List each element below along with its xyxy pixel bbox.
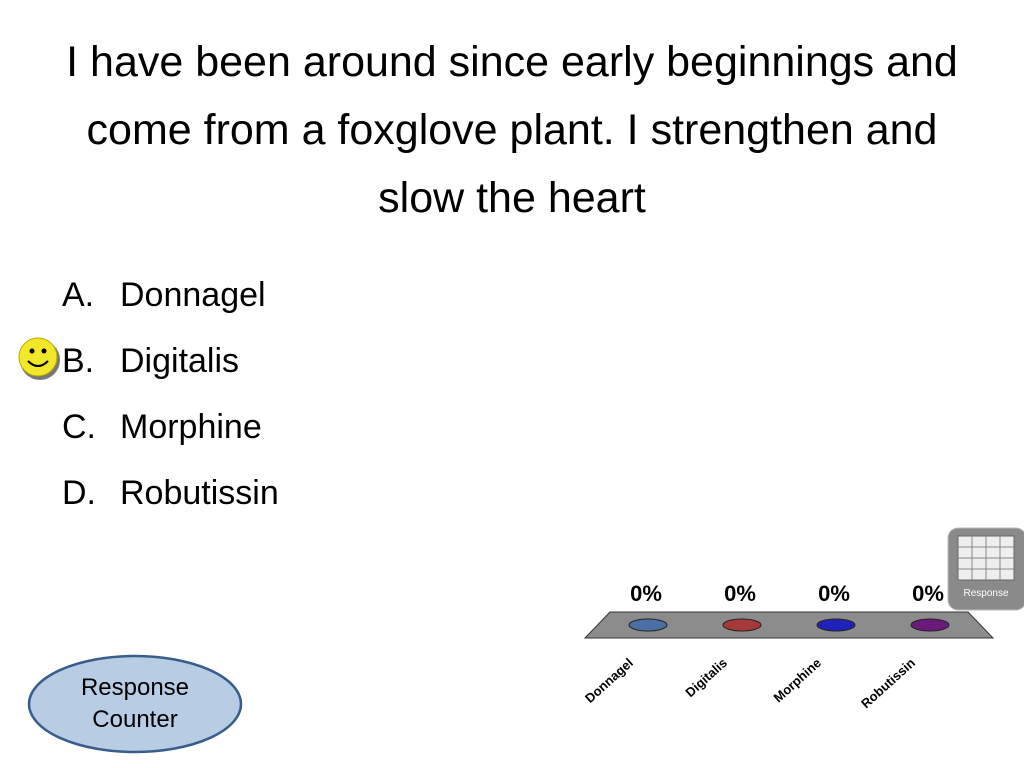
value-label: 0% xyxy=(630,581,662,606)
option-letter: B. xyxy=(62,342,95,380)
option-letter: D. xyxy=(62,474,96,512)
option-letter: C. xyxy=(62,408,96,446)
question: I have been around since early beginning… xyxy=(66,38,958,222)
option-text: Donnagel xyxy=(120,276,266,314)
response-icon[interactable]: Response xyxy=(947,527,1024,611)
option: A. Donnagel xyxy=(62,276,266,315)
option: B. Digitalis xyxy=(62,342,239,381)
x-tick-label: Robutissin xyxy=(858,655,918,711)
option-text: Morphine xyxy=(120,408,262,446)
value-label: 0% xyxy=(724,581,756,606)
option-text: Robutissin xyxy=(120,474,279,512)
bar-top xyxy=(722,618,762,632)
option-text: Digitalis xyxy=(120,342,240,380)
smiley xyxy=(18,337,60,380)
response-counter-button[interactable]: Response Counter xyxy=(27,654,243,754)
option-letter: A. xyxy=(62,276,95,314)
x-tick-label: Donnagel xyxy=(582,655,636,706)
x-tick-label: Morphine xyxy=(770,655,824,705)
response-counter-label: Response Counter xyxy=(80,674,190,733)
option: C. Morphine xyxy=(62,408,262,447)
option: D. Robutissin xyxy=(62,474,279,513)
x-tick-label: Digitalis xyxy=(682,655,730,700)
chart-floor xyxy=(583,611,995,639)
response-icon-label: Response xyxy=(963,588,1008,599)
bar-top xyxy=(628,618,668,632)
bar-top xyxy=(910,618,950,632)
value-label: 0% xyxy=(818,581,850,606)
value-label: 0% xyxy=(912,581,944,606)
bar-top xyxy=(816,618,856,632)
